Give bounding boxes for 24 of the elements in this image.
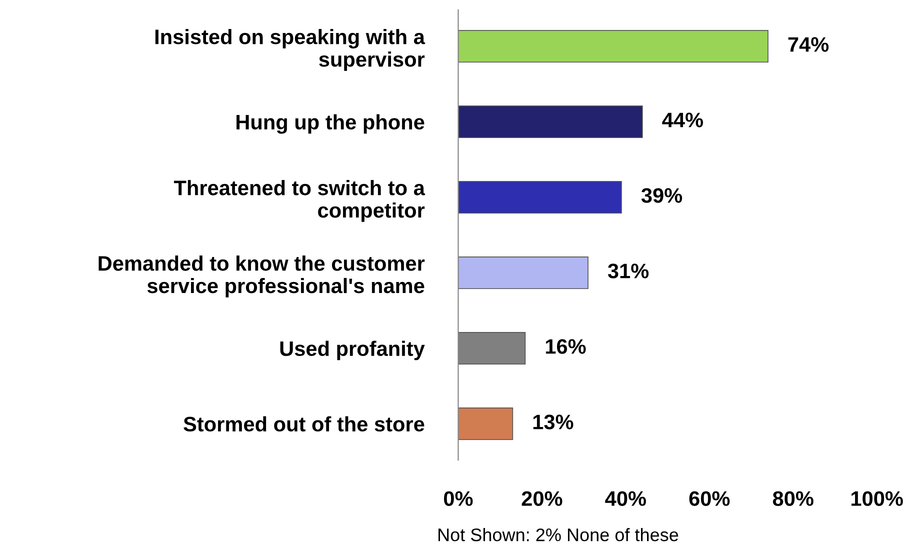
y-tick-label: Stormed out of the store [184,416,424,432]
data-label: 44% [662,112,704,128]
y-tick-label: Threatened to switch to a competitor [174,180,426,222]
bar [458,30,768,63]
data-label: 31% [608,264,649,278]
x-tick-label: 0% [444,491,473,506]
y-tick-label: Used profanity [280,340,425,360]
data-label: 16% [546,339,586,354]
x-tick-label: 100% [851,491,903,506]
bar [458,256,588,290]
x-tick-label: 20% [522,491,562,506]
y-tick-label: Hung up the phone [236,114,424,134]
bar [458,408,514,440]
y-tick-label: Insisted on speaking with a supervisor [155,28,426,71]
bar [458,181,622,214]
x-tick-label: 80% [772,491,814,506]
data-label: 39% [641,188,682,203]
data-label: 74% [788,37,829,52]
data-label: 13% [533,414,574,430]
y-tick-label: Demanded to know the customer service professional's name [98,256,425,298]
x-tick-label: 60% [689,491,730,506]
x-tick-label: 40% [605,491,646,506]
text: Not Shown: 2% None of these [438,528,678,542]
bar [458,105,643,138]
